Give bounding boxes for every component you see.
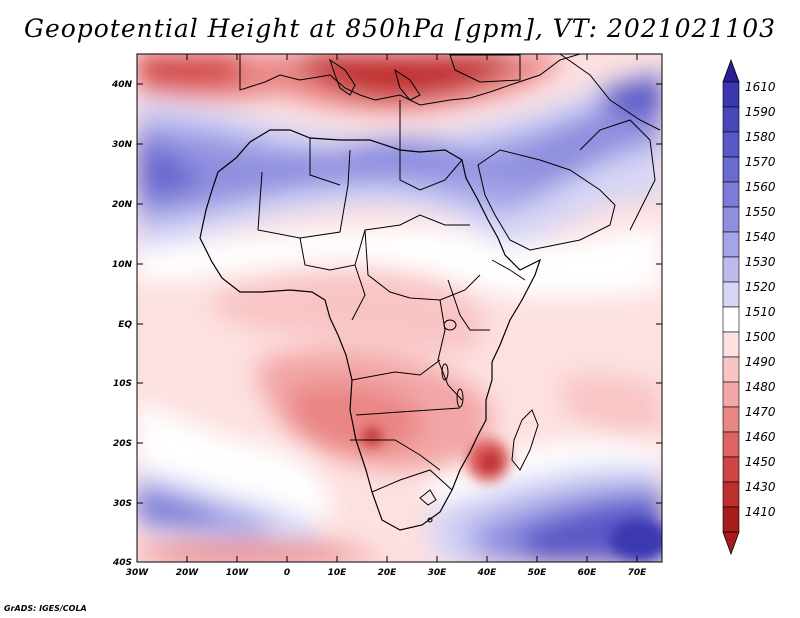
colorbar-swatch	[722, 506, 740, 533]
colorbar-swatch	[722, 331, 740, 358]
colorbar-bottom-arrow	[722, 531, 740, 556]
colorbar-label: 1410	[745, 505, 776, 519]
colorbar-swatch	[722, 281, 740, 308]
lon-label: 20E	[378, 568, 398, 578]
lon-axis-labels: 30W 20W 10W 0 10E 20E 30E 40E 50E 60E 70…	[126, 568, 647, 578]
colorbar-label: 1530	[745, 255, 776, 269]
lon-label: 30E	[428, 568, 448, 578]
colorbar: 1610 1590 1580 1570 1560 1550 1540 1530 …	[722, 58, 776, 556]
colorbar-label: 1550	[745, 205, 776, 219]
lon-label: 10W	[226, 568, 250, 578]
colorbar-top-arrow	[722, 58, 740, 83]
height-field	[137, 54, 662, 562]
lat-label: EQ	[118, 320, 132, 330]
lon-label: 30W	[126, 568, 150, 578]
lat-label: 30N	[112, 140, 133, 150]
colorbar-label: 1500	[745, 330, 776, 344]
colorbar-swatch	[722, 131, 740, 158]
lat-label: 30S	[113, 499, 132, 509]
map-frame	[136, 53, 663, 563]
colorbar-swatch	[722, 156, 740, 183]
colorbar-swatch	[722, 181, 740, 208]
colorbar-label: 1430	[745, 480, 776, 494]
colorbar-label: 1560	[745, 180, 776, 194]
colorbar-swatch	[722, 231, 740, 258]
colorbar-label: 1610	[745, 80, 776, 94]
lat-label: 10S	[113, 379, 132, 389]
lon-ticks	[186, 54, 638, 562]
lat-label: 20S	[113, 439, 132, 449]
lat-ticks	[137, 83, 662, 504]
colorbar-swatch	[722, 206, 740, 233]
lat-label: 10N	[112, 260, 133, 270]
colorbar-swatch	[722, 406, 740, 433]
lon-label: 60E	[578, 568, 598, 578]
colorbar-label: 1490	[745, 355, 776, 369]
lat-label: 20N	[112, 200, 133, 210]
colorbar-swatch	[722, 431, 740, 458]
colorbar-label: 1460	[745, 430, 776, 444]
lon-label: 10E	[328, 568, 348, 578]
colorbar-label: 1470	[745, 405, 776, 419]
map-title: Geopotential Height at 850hPa [gpm], VT:…	[23, 14, 777, 43]
lat-label: 40S	[112, 558, 132, 568]
colorbar-swatch	[722, 481, 740, 508]
footer-credit: GrADS: IGES/COLA	[4, 604, 87, 613]
colorbar-label: 1580	[745, 130, 776, 144]
colorbar-swatch	[722, 456, 740, 483]
colorbar-label: 1520	[745, 280, 776, 294]
colorbar-label: 1570	[745, 155, 776, 169]
colorbar-swatch	[722, 306, 740, 333]
colorbar-label: 1450	[745, 455, 776, 469]
lon-label: 20W	[176, 568, 200, 578]
lon-label: 0	[284, 568, 290, 578]
colorbar-label: 1590	[745, 105, 776, 119]
colorbar-label: 1480	[745, 380, 776, 394]
lon-label: 50E	[528, 568, 548, 578]
colorbar-swatch	[722, 356, 740, 383]
colorbar-swatch	[722, 81, 740, 108]
lat-label: 40N	[111, 80, 133, 90]
lon-label: 40E	[477, 568, 498, 578]
colorbar-label: 1540	[745, 230, 776, 244]
colorbar-swatch	[722, 381, 740, 408]
colorbar-swatch	[722, 106, 740, 133]
lon-label: 70E	[628, 568, 648, 578]
coastlines	[199, 54, 661, 531]
lat-axis-labels: 40N 30N 20N 10N EQ 10S 20S 30S 40S	[111, 80, 133, 568]
colorbar-label: 1510	[745, 305, 776, 319]
colorbar-swatch	[722, 256, 740, 283]
